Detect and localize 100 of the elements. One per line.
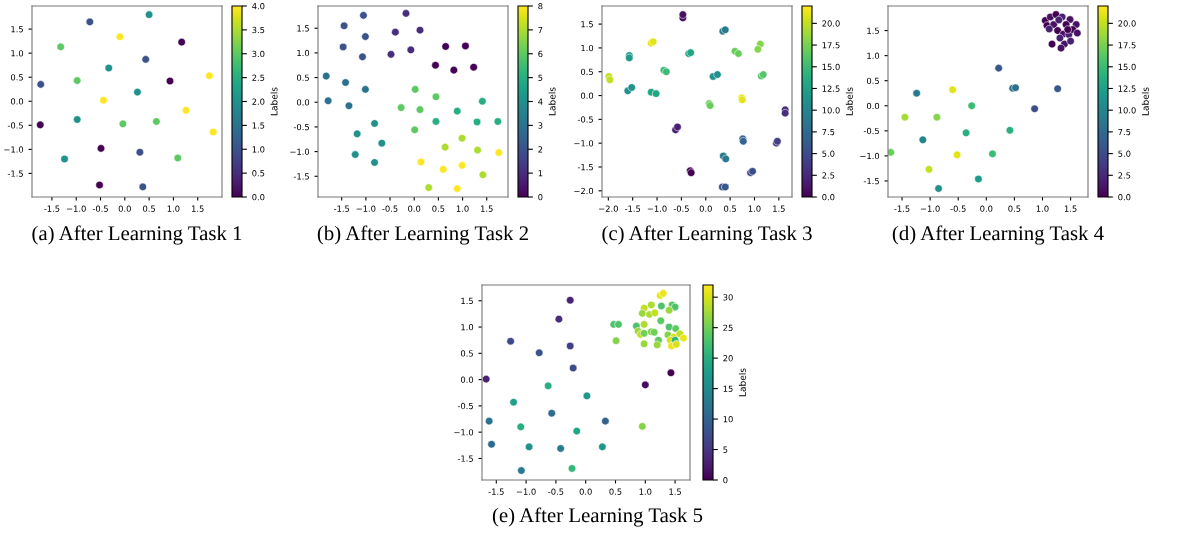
x-tick-label: -0.5 (950, 205, 966, 212)
x-tick-label: 1.0 (1036, 205, 1049, 212)
y-tick-label: 1.5 (11, 26, 23, 33)
y-tick-label: 0.0 (460, 376, 474, 383)
y-tick-label: -0.5 (7, 122, 23, 129)
y-tick-label: -0.5 (577, 116, 593, 123)
y-tick-label: -0.5 (293, 123, 309, 131)
y-tick-label: 1.0 (581, 44, 594, 52)
y-tick-label: 0.0 (296, 99, 310, 106)
y-tick-label: 0.5 (296, 74, 309, 81)
y-tick-label: 0.0 (580, 92, 594, 99)
y-tick-label: −2.0 (574, 187, 594, 195)
color-bar-label: 10.0 (822, 107, 840, 114)
x-tick-label: 0.0 (980, 205, 993, 212)
color-bar-title: Labels (845, 87, 853, 116)
text: (d) After Learning Task 4 (892, 225, 1104, 245)
x-tick-label: -1.5 (488, 488, 504, 495)
color-bar-label: 7 (538, 26, 543, 34)
y-tick-label: 0.0 (10, 98, 24, 105)
color-bar-label: 0 (723, 476, 728, 484)
x-tick-label: 0.0 (118, 205, 131, 212)
color-bar-label: 12.5 (822, 85, 840, 92)
y-tick-label: 1.0 (11, 50, 24, 57)
x-tick-label: -1.5 (894, 205, 910, 212)
y-tick-label: -1.5 (457, 455, 473, 462)
text: (e) After Learning Task 5 (492, 507, 703, 527)
x-tick-label: 0.5 (724, 205, 737, 212)
color-bar-label: 20 (723, 355, 733, 362)
y-tick-label: -1.5 (577, 164, 593, 171)
color-bar-label: 0.0 (822, 193, 835, 201)
color-bar-label: 15.0 (1118, 63, 1136, 71)
color-bar-title: Labels (270, 87, 278, 116)
x-tick-label: −2.0 (599, 205, 618, 212)
color-bar-label: 6 (538, 50, 543, 58)
y-tick-label: -0.5 (457, 402, 473, 410)
x-tick-label: -0.5 (92, 205, 108, 212)
color-bar-label: 3 (538, 122, 543, 129)
color-bar-label: 0.5 (252, 170, 265, 177)
color-bar-label: 17.5 (822, 42, 840, 49)
y-tick-label: 0.5 (460, 350, 473, 357)
y-tick-label: -1.5 (7, 170, 23, 177)
color-bar-label: 1 (538, 170, 543, 177)
color-bar-label: 15.0 (822, 63, 840, 71)
color-bar-label: 3.5 (252, 26, 265, 34)
color-bar-label: 10 (723, 416, 733, 423)
y-tick-label: 1.5 (461, 297, 473, 305)
color-bar-label: 2.5 (1118, 172, 1131, 179)
color-bar-label: 2.5 (252, 74, 265, 81)
y-tick-label: 0.5 (10, 74, 23, 81)
color-bar-label: 3.0 (252, 50, 265, 58)
color-bar-label: 17.5 (1118, 42, 1136, 49)
color-bar-label: 0 (538, 193, 543, 201)
color-bar-label: 2.5 (822, 172, 835, 179)
color-bar-title: Labels (738, 368, 746, 397)
y-tick-label: -1.5 (863, 178, 879, 185)
x-tick-label: -0.5 (548, 488, 564, 495)
x-tick-label: -0.5 (673, 205, 689, 212)
y-tick-label: −1.0 (4, 146, 24, 153)
color-bar-label: 5.0 (1118, 150, 1131, 157)
x-tick-label: −1.0 (516, 488, 536, 495)
y-tick-label: 1.5 (867, 27, 879, 34)
x-tick-label: 1.0 (167, 205, 180, 212)
text: (c) After Learning Task 3 (602, 225, 812, 245)
y-tick-label: 1.5 (297, 25, 309, 32)
color-bar-label: 5 (723, 446, 728, 453)
x-tick-label: 0.0 (408, 205, 421, 212)
x-tick-label: -0.5 (382, 205, 398, 212)
x-tick-label: 0.0 (699, 205, 712, 212)
color-bar-label: 2.0 (252, 98, 265, 105)
y-tick-label: 0.0 (866, 102, 880, 110)
color-bar-label: 8 (538, 2, 543, 10)
color-bar-label: 1.0 (252, 146, 265, 153)
x-tick-label: 1.0 (639, 488, 652, 495)
color-bar-label: 7.5 (822, 128, 835, 136)
x-tick-label: 0.5 (1008, 205, 1021, 212)
y-tick-label: -0.5 (863, 127, 879, 135)
y-tick-label: -1.5 (293, 173, 309, 180)
x-tick-label: 0.5 (143, 205, 156, 212)
text: (b) After Learning Task 2 (317, 225, 528, 245)
x-tick-label: -1.5 (44, 205, 60, 212)
color-bar-label: 15 (723, 385, 733, 392)
color-bar-label: 20.0 (822, 20, 840, 27)
x-tick-label: −1.0 (66, 205, 86, 212)
y-tick-label: 1.0 (461, 324, 474, 331)
x-tick-label: −1.0 (920, 205, 940, 212)
y-tick-label: 1.0 (297, 49, 310, 57)
color-bar-label: 0.0 (252, 193, 265, 201)
color-bar-label: 5 (538, 74, 543, 81)
color-bar-label: 2 (538, 146, 543, 153)
y-tick-label: 1.0 (867, 52, 880, 59)
color-bar-title: Labels (548, 87, 556, 116)
color-bar-label: 0.0 (1118, 193, 1131, 201)
x-tick-label: 1.5 (669, 488, 681, 495)
color-bar-label: 4.0 (252, 2, 265, 10)
x-tick-label: 1.5 (1064, 205, 1077, 212)
y-tick-label: −1.0 (860, 152, 880, 160)
x-tick-label: 0.5 (609, 488, 622, 495)
x-tick-label: 1.5 (191, 205, 204, 212)
x-tick-label: 0.5 (432, 205, 445, 212)
color-bar-label: 5.0 (822, 150, 835, 157)
